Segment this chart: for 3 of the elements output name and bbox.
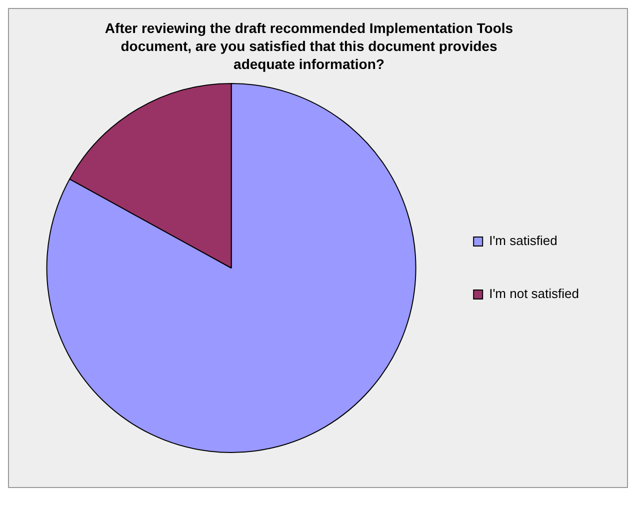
legend-label: I'm satisfied — [489, 233, 558, 248]
legend-label: I'm not satisfied — [489, 286, 580, 302]
chart-title: After reviewing the draft recommended Implementation Tools document, are you satisfied that this document provides adequate information? — [104, 19, 514, 73]
